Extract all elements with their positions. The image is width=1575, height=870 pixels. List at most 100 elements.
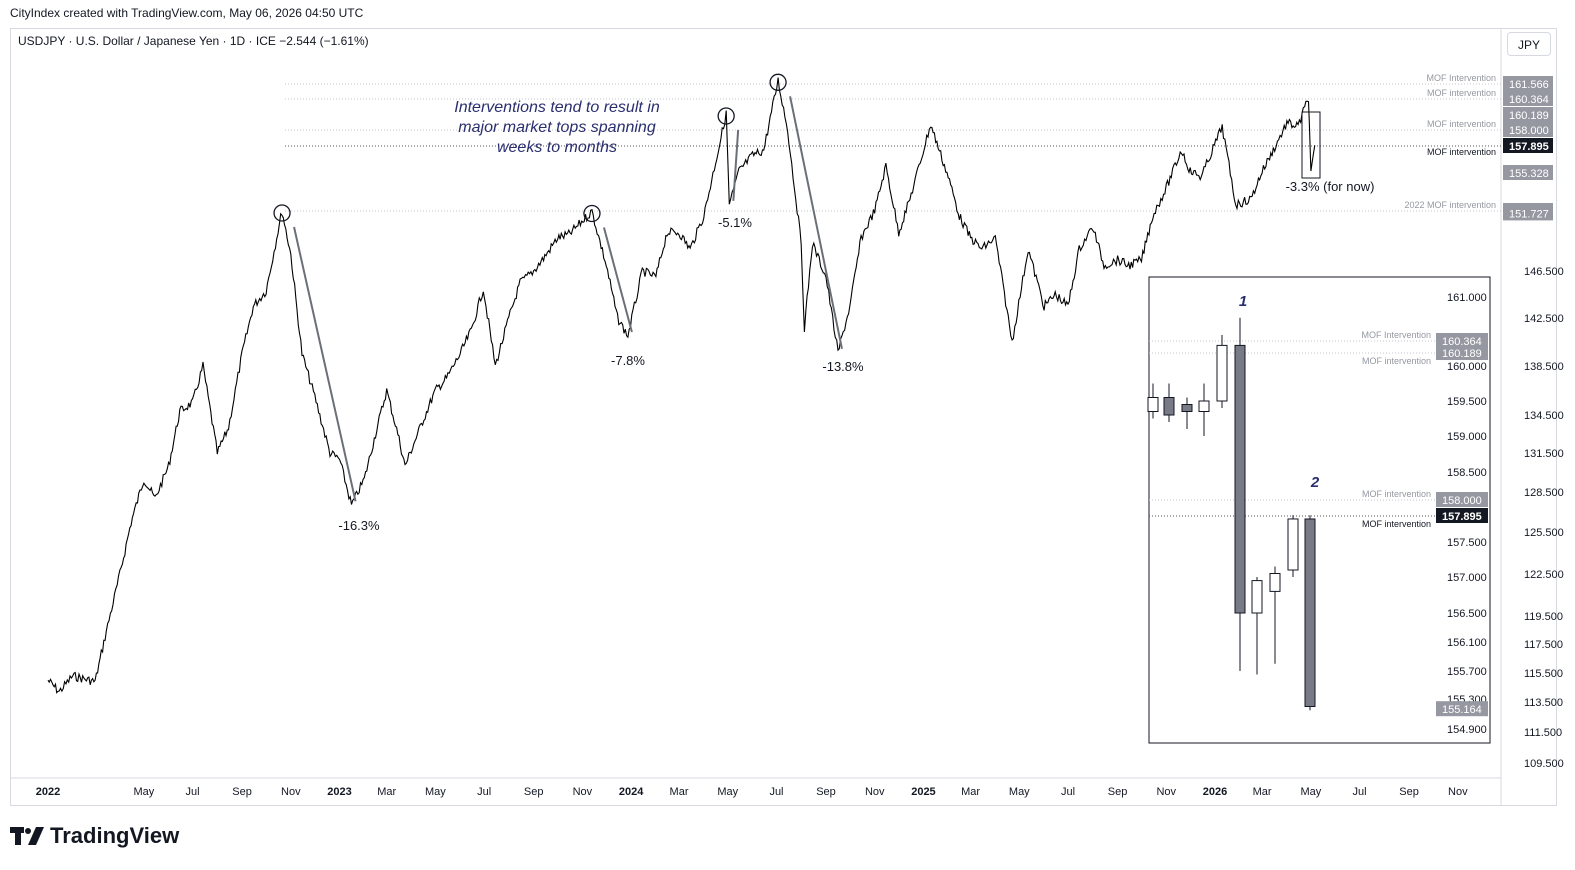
x-tick-label: Jul (1061, 786, 1075, 798)
price-label-text: 157.895 (1509, 141, 1549, 153)
x-tick-label: Nov (281, 786, 301, 798)
reference-line-label: MOF intervention (1427, 88, 1496, 98)
inset-price-label-text: 160.189 (1442, 348, 1482, 360)
candle-body (1216, 344, 1228, 402)
inset-y-tick-label: 157.000 (1447, 572, 1487, 584)
inset-price-label: 158.000 (1436, 492, 1488, 507)
y-tick-label: 122.500 (1524, 569, 1564, 581)
inset-price-label-bg (1436, 345, 1488, 361)
x-tick-label: 2026 (1203, 786, 1227, 798)
price-label: 151.727 (1503, 205, 1553, 221)
inset-price-label-bg (1436, 508, 1488, 523)
inset-y-tick-label: 155.700 (1447, 666, 1487, 678)
tradingview-logo-icon (10, 827, 44, 845)
price-label: 160.364 (1503, 91, 1553, 106)
price-label-bg (1503, 76, 1553, 91)
decline-arrow-line (732, 129, 740, 201)
x-tick-label: May (717, 786, 738, 798)
decline-arrow-line (789, 96, 843, 350)
inset-y-tick-label: 161.000 (1447, 292, 1487, 304)
x-tick-label: Nov (1448, 786, 1468, 798)
price-label-text: 155.328 (1509, 168, 1549, 180)
x-tick-label: 2024 (619, 786, 644, 798)
inset-candle (1147, 383, 1159, 419)
inset-candle (1234, 317, 1246, 671)
candle-body (1163, 397, 1175, 416)
candle-body (1287, 518, 1299, 571)
price-label: 158.000 (1503, 122, 1553, 137)
inset-y-tick-label: 156.100 (1447, 637, 1487, 649)
x-tick-label: Jul (186, 786, 200, 798)
price-label-text: 160.189 (1509, 110, 1549, 122)
x-tick-label: May (133, 786, 154, 798)
inset-price-label: 155.164 (1436, 701, 1488, 717)
y-tick-label: 142.500 (1524, 313, 1564, 325)
candle-body (1234, 344, 1246, 614)
currency-button[interactable]: JPY (1507, 32, 1551, 56)
y-tick-label: 119.500 (1524, 611, 1563, 623)
y-tick-label: 128.500 (1524, 487, 1564, 499)
x-tick-label: Mar (961, 786, 980, 798)
price-label-bg (1503, 165, 1553, 180)
candle-body (1198, 400, 1210, 412)
inset-y-tick-label: 158.500 (1447, 467, 1487, 479)
reference-line-label: MOF intervention (1427, 119, 1496, 129)
current-move-box (1301, 111, 1321, 179)
x-tick-label: 2022 (36, 786, 60, 798)
inset-candle (1181, 397, 1193, 429)
candle-body (1269, 573, 1281, 592)
inset-price-label: 160.364 (1436, 333, 1488, 348)
x-tick-label: Nov (573, 786, 593, 798)
chart-frame (10, 28, 1557, 806)
inset-y-tick-label: 160.000 (1447, 361, 1487, 373)
inset-y-tick-label: 159.000 (1447, 431, 1487, 443)
y-tick-label: 138.500 (1524, 361, 1564, 373)
inset-candle (1304, 515, 1316, 711)
inset-reference-label: MOF intervention (1362, 519, 1431, 529)
x-tick-label: Sep (232, 786, 252, 798)
y-tick-label: 117.500 (1524, 639, 1563, 651)
symbol-legend[interactable]: USDJPY · U.S. Dollar / Japanese Yen · 1D… (18, 34, 369, 48)
inset-price-label-bg (1436, 333, 1488, 348)
x-tick-label: Sep (1108, 786, 1128, 798)
decline-arrow-line (293, 226, 357, 502)
inset-y-tick-label: 154.900 (1447, 724, 1487, 736)
inset-reference-label: MOF intervention (1362, 356, 1431, 366)
x-tick-label: Sep (524, 786, 544, 798)
inset-marker-label: 2 (1310, 474, 1320, 491)
tradingview-logo-text: TradingView (50, 823, 180, 848)
price-label: 160.189 (1503, 107, 1553, 122)
x-tick-label: Jul (477, 786, 491, 798)
peak-marker-circle (769, 73, 787, 91)
price-label: 155.328 (1503, 165, 1553, 180)
x-tick-label: Nov (865, 786, 885, 798)
price-label-bg (1503, 138, 1553, 153)
inset-price-label: 160.189 (1436, 345, 1488, 361)
price-series-line (47, 77, 1316, 694)
inset-reference-label: MOF intervention (1362, 489, 1431, 499)
candle-body (1304, 518, 1316, 708)
peak-marker-circle (583, 204, 601, 223)
decline-label: -13.8% (822, 359, 864, 374)
x-tick-label: Sep (1399, 786, 1419, 798)
y-tick-label: 134.500 (1524, 410, 1564, 422)
decline-label: -7.8% (611, 353, 645, 368)
headline-annotation: weeks to months (497, 139, 617, 156)
x-tick-label: Nov (1156, 786, 1176, 798)
decline-label: -16.3% (338, 518, 380, 533)
inset-y-tick-label: 159.500 (1447, 396, 1487, 408)
candle-body (1251, 580, 1263, 614)
x-tick-label: May (1300, 786, 1321, 798)
inset-price-label-text: 157.895 (1442, 511, 1482, 523)
x-tick-label: Sep (816, 786, 836, 798)
inset-price-label-text: 155.164 (1442, 704, 1482, 716)
peak-marker-circle (273, 204, 291, 222)
inset-price-label-bg (1436, 492, 1488, 507)
price-label-text: 161.566 (1509, 79, 1549, 91)
y-tick-label: 146.500 (1524, 266, 1564, 278)
inset-price-label: 157.895 (1436, 508, 1488, 523)
price-label-bg (1503, 122, 1553, 137)
reference-line-label: MOF intervention (1427, 147, 1496, 157)
x-tick-label: Jul (769, 786, 783, 798)
